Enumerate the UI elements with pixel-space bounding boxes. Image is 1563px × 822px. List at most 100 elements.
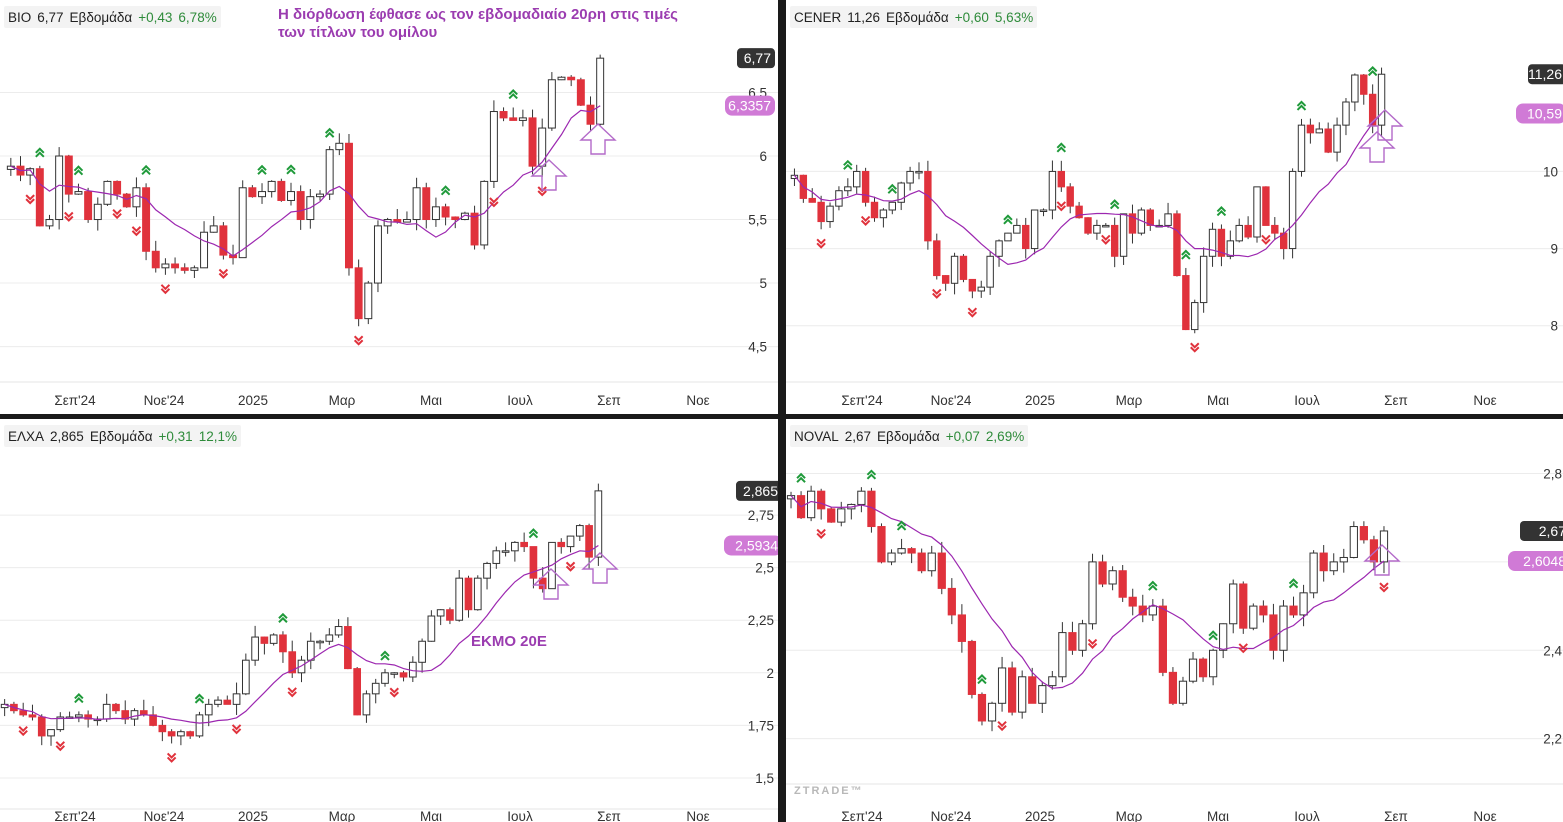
candle-body — [1128, 596, 1137, 607]
fractal-up-marker — [1367, 65, 1378, 77]
last-price-badge: 6,77 — [744, 50, 771, 66]
fractal-up-marker — [35, 147, 45, 158]
candle-body — [296, 191, 305, 221]
fractal-down-marker — [18, 726, 28, 737]
ma-value-badge: 2,6048 — [1523, 553, 1563, 569]
candle-body — [807, 490, 816, 519]
candle-body — [1299, 592, 1308, 616]
y-tick-label: 2,2 — [1543, 732, 1562, 747]
candle-body — [907, 548, 916, 554]
chart-panel-bio: 4,5 5 5,5 6 6,5 Σεπ'24 Νοε'24 2025 Μαρ Μαι Ιουλ Σεπ… — [0, 0, 778, 414]
fractal-down-marker — [1190, 342, 1200, 353]
x-tick-label: Νοε'24 — [144, 393, 185, 408]
y-tick-label: 10 — [1543, 164, 1558, 179]
candle-body — [987, 702, 997, 722]
candle-body — [75, 714, 83, 718]
candle-body — [277, 180, 286, 201]
moving-average-line — [10, 105, 601, 257]
candle-body — [1333, 124, 1341, 153]
period-label: Εβδομάδα — [69, 9, 133, 25]
x-tick-label: Νοε'24 — [931, 393, 972, 408]
candle-body — [1048, 170, 1057, 211]
x-tick-label: Νοε — [1473, 809, 1496, 822]
x-tick-label: Νοε — [1473, 393, 1496, 408]
candle-body — [287, 191, 295, 201]
ma-value-badge: 10,59 — [1527, 105, 1562, 121]
candle-body — [362, 693, 371, 716]
candle-body — [427, 615, 436, 642]
symbol-label: BIO — [8, 9, 32, 25]
candle-body — [45, 219, 54, 227]
fractal-up-marker — [977, 674, 987, 685]
candle-body — [1066, 186, 1074, 207]
candle-body — [844, 186, 852, 192]
change-pct-label: 5,63% — [994, 9, 1034, 25]
candle-body — [1329, 561, 1338, 572]
candle-body — [1013, 224, 1021, 234]
candle-body — [1249, 605, 1258, 629]
candle-body — [186, 731, 195, 737]
x-tick-label: Σεπ — [597, 393, 621, 408]
x-tick-label: 2025 — [1025, 393, 1055, 408]
annotation-arrow — [532, 568, 570, 600]
candle-body — [977, 693, 987, 722]
candle-body — [232, 693, 241, 705]
candle-body — [575, 525, 584, 537]
candle-body — [887, 552, 896, 563]
y-tick-label: 5,5 — [748, 213, 767, 228]
candle-body — [1178, 680, 1188, 704]
y-tick-label: 2,25 — [748, 613, 774, 628]
candle-body — [520, 541, 528, 548]
fractal-up-marker — [286, 164, 296, 175]
candle-body — [267, 180, 276, 193]
candle-body — [888, 201, 897, 211]
candle-body — [1235, 224, 1243, 242]
candle-body — [1360, 74, 1368, 95]
x-tick-label: 2025 — [1025, 809, 1055, 822]
candle-body — [1369, 539, 1379, 563]
candle-body — [1239, 583, 1248, 629]
candle-body — [1119, 213, 1128, 257]
candle-body — [470, 212, 479, 246]
x-tick-label: 2025 — [238, 393, 268, 408]
candle-body — [151, 250, 160, 269]
candle-body — [1188, 658, 1198, 682]
chart-panel-cener: 8 9 10 Σεπ'24 Νοε'24 2025 Μαρ Μαι Ιουλ Σεπ Νοε 11,2… — [786, 0, 1563, 414]
fractal-up-marker — [528, 528, 539, 539]
candle-body — [827, 508, 836, 523]
candle-body — [1048, 676, 1057, 687]
annotation-text: ΕΚΜΟ 20Ε — [471, 633, 547, 650]
x-tick-label: Μαι — [1207, 809, 1229, 822]
candle-body — [817, 490, 826, 510]
candle-body — [1262, 186, 1270, 226]
candle-body — [950, 255, 959, 284]
fractal-up-marker — [1181, 249, 1191, 260]
candle-body — [177, 731, 185, 737]
fractal-down-marker — [932, 288, 942, 299]
fractal-up-marker — [141, 164, 151, 176]
last-price-badge-bg — [1528, 64, 1563, 85]
fractal-down-marker — [1056, 201, 1067, 212]
fractal-up-marker — [324, 127, 335, 138]
candle-body — [1102, 224, 1110, 228]
change-pct-label: 6,78% — [178, 9, 217, 25]
candle-body — [1093, 224, 1101, 234]
candle-body — [383, 219, 392, 227]
x-tick-label: Σεπ'24 — [841, 393, 883, 408]
last-price-badge: 2,67 — [1539, 523, 1563, 539]
annotation-arrow — [530, 159, 568, 191]
fractal-up-marker — [896, 520, 907, 531]
candle-body — [1226, 240, 1235, 257]
chart-header-elxa: ΕΛΧΑ 2,865 Εβδομάδα +0,31 12,1% — [4, 425, 241, 447]
annotation-arrow — [579, 123, 617, 155]
candle-body — [132, 187, 141, 208]
candle-body — [857, 490, 866, 505]
candle-body — [402, 219, 411, 223]
fractal-down-marker — [1238, 643, 1248, 654]
chart-svg-elxa: 1,5 1,75 2 2,25 2,5 2,75 Σεπ'24 Νοε'24 2025 Μαρ Μα… — [0, 480, 778, 822]
candle-body — [1349, 526, 1358, 558]
last-price-badge: 2,865 — [743, 483, 778, 499]
fractal-up-marker — [508, 89, 518, 100]
x-tick-label: Μαι — [420, 809, 442, 822]
candle-body — [1004, 232, 1012, 242]
